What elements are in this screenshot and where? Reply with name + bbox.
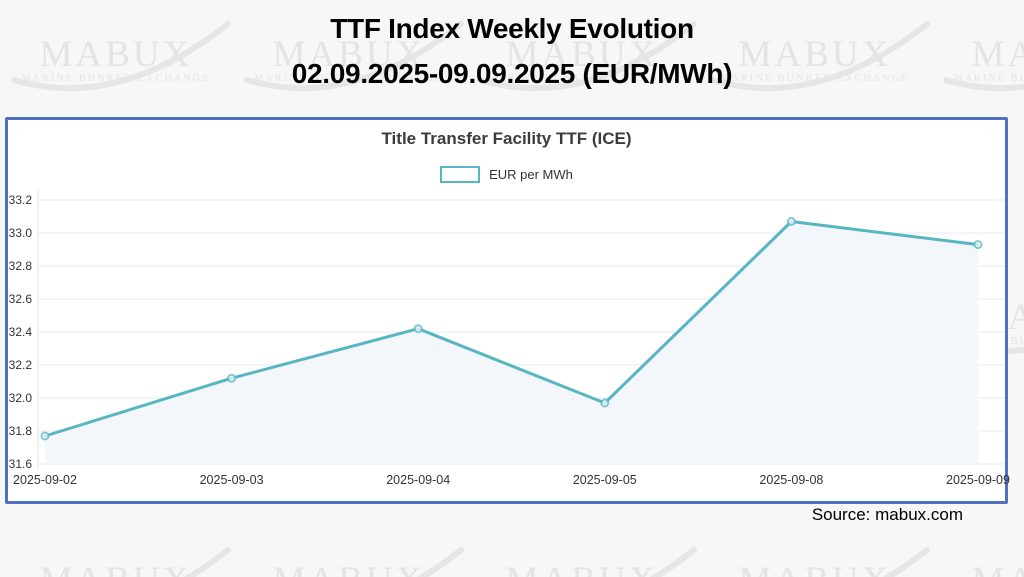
x-tick-label: 2025-09-05 bbox=[573, 473, 637, 487]
watermark-brand: MABUX bbox=[273, 560, 426, 577]
watermark-brand: MABUX bbox=[506, 560, 659, 577]
y-tick-label: 33.2 bbox=[9, 193, 33, 207]
x-tick-label: 2025-09-03 bbox=[200, 473, 264, 487]
y-tick-label: 32.2 bbox=[9, 358, 33, 372]
x-tick-label: 2025-09-08 bbox=[759, 473, 823, 487]
y-tick-label: 32.4 bbox=[9, 325, 33, 339]
y-tick-label: 32.6 bbox=[9, 292, 33, 306]
y-tick-label: 32.0 bbox=[9, 391, 33, 405]
series-area-fill bbox=[45, 221, 978, 464]
chart-title: Title Transfer Facility TTF (ICE) bbox=[381, 129, 632, 148]
x-tick-label: 2025-09-02 bbox=[13, 473, 77, 487]
watermark-brand: MABUX bbox=[40, 560, 193, 577]
data-point bbox=[973, 240, 983, 250]
data-point bbox=[600, 398, 610, 408]
page-title-line2: 02.09.2025-09.09.2025 (EUR/MWh) bbox=[291, 58, 733, 89]
x-tick-label: 2025-09-04 bbox=[386, 473, 450, 487]
series-line bbox=[43, 220, 980, 438]
watermark-swoosh-icon bbox=[649, 547, 697, 577]
legend[interactable]: EUR per MWh bbox=[8, 166, 1005, 183]
watermark-brand: MABUX bbox=[739, 560, 892, 577]
x-tick-label: 2025-09-09 bbox=[946, 473, 1010, 487]
watermark-brand: MABUX bbox=[972, 560, 1024, 577]
y-tick-label: 32.8 bbox=[9, 259, 33, 273]
legend-label: EUR per MWh bbox=[489, 167, 573, 182]
x-axis-tick-labels: 2025-09-02 2025-09-03 2025-09-04 2025-09-05… bbox=[13, 473, 1010, 487]
data-point bbox=[413, 324, 423, 334]
y-axis-tick-labels: 31.6 31.8 32.0 32.2 32.4 32.6 32.8 33.0 33.2 bbox=[9, 193, 33, 471]
y-tick-label: 31.8 bbox=[9, 424, 33, 438]
page-title-line1: TTF Index Weekly Evolution bbox=[330, 13, 694, 44]
source-credit: Source: mabux.com bbox=[811, 505, 963, 524]
line-chart-plot: 31.6 31.8 32.0 32.2 32.4 32.6 32.8 33.0 33.2 2025… bbox=[9, 190, 1010, 487]
watermark-swoosh-icon bbox=[882, 547, 930, 577]
watermark-swoosh-icon bbox=[416, 547, 464, 577]
y-tick-label: 31.6 bbox=[9, 457, 33, 471]
watermark-swoosh-icon bbox=[183, 547, 231, 577]
mabux-watermark: MABUX MARINE BUNKER EXCHANGE bbox=[506, 547, 697, 577]
mabux-watermark: MABUX MARINE BUNKER EXCHANGE bbox=[273, 547, 464, 577]
mabux-watermark: MABUX MARINE BUNKER EXCHANGE bbox=[946, 550, 1024, 577]
chart-panel: Title Transfer Facility TTF (ICE) EUR pe… bbox=[5, 117, 1010, 504]
data-point bbox=[227, 373, 237, 383]
y-tick-label: 33.0 bbox=[9, 226, 33, 240]
mabux-watermark: MABUX MARINE BUNKER EXCHANGE bbox=[739, 547, 930, 577]
page-title: TTF Index Weekly Evolution 02.09.2025-09… bbox=[0, 6, 1024, 96]
data-point bbox=[786, 217, 796, 226]
mabux-watermark: MABUX MARINE BUNKER EXCHANGE bbox=[40, 547, 231, 577]
watermark-swoosh-icon bbox=[946, 550, 1024, 577]
data-point bbox=[40, 431, 50, 441]
legend-swatch bbox=[440, 166, 481, 183]
